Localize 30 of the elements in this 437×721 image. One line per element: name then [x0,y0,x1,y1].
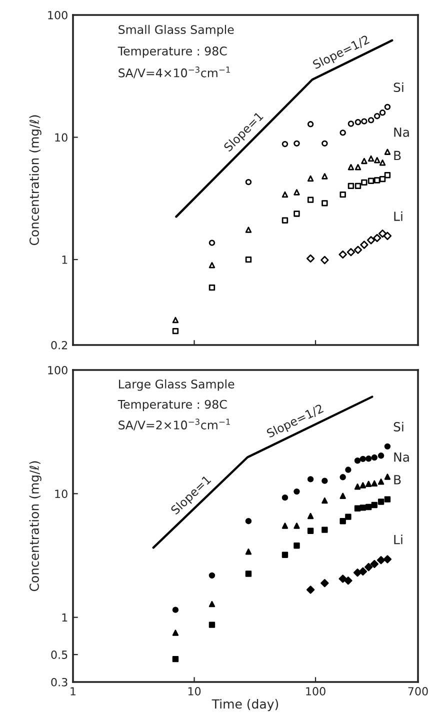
series-label: Si [394,82,404,92]
annotation: SA/V=2×10$^{−3}$cm$^{−1}$ [118,418,230,430]
y-tick-label: 10 [55,490,68,498]
y-tick-label: 100 [48,10,68,20]
y-tick-label: 0.5 [51,650,68,659]
annotation: SA/V=4×10$^{−3}$cm$^{−1}$ [118,66,230,78]
y-axis-title: Concentration (mg/ℓ) [29,115,42,246]
x-tick-label: 1 [70,687,76,696]
y-tick-label: 10 [55,133,68,142]
series-label: B [394,150,401,160]
annotation: Large Glass Sample [119,379,234,391]
y-axis-title: Concentration (mg/ℓ) [29,461,42,592]
annotation: Temperature : 98C [118,46,227,58]
x-tick-label: 700 [408,687,428,696]
annotation: Temperature : 98C [118,400,227,412]
y-tick-label: 100 [48,366,68,374]
y-tick-label: 1 [62,256,68,264]
x-tick-label: 100 [306,687,326,696]
series-label: B [394,475,401,484]
y-tick-label: 0.3 [51,678,68,686]
y-tick-label: 1 [62,613,68,622]
series-label: Si [394,422,404,432]
y-tick-label: 0.2 [51,340,68,350]
series-label: Li [394,534,402,544]
series-label: Na [394,452,409,462]
series-label: Li [394,211,402,221]
x-axis-title: Time (day) [212,699,278,712]
annotation: Small Glass Sample [118,24,234,36]
series-label: Na [394,128,409,137]
x-tick-label: 10 [188,687,201,696]
